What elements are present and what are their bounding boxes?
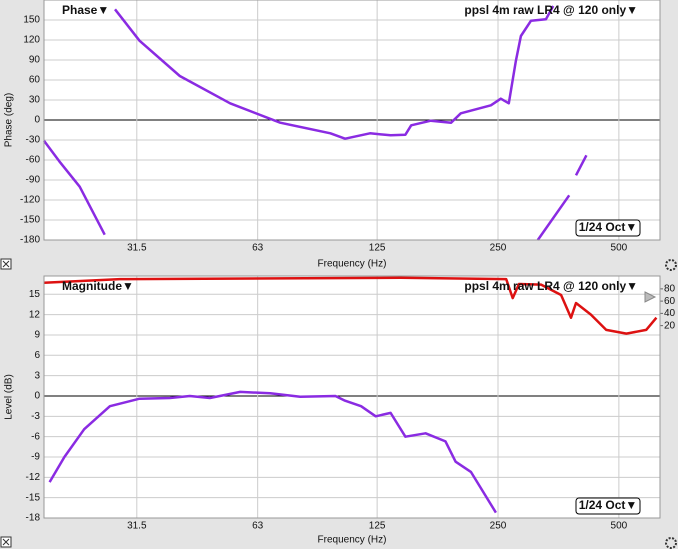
y-tick-label: -3 (31, 411, 40, 422)
x-axis-label: Frequency (Hz) (318, 259, 387, 270)
x-tick-label: 125 (369, 521, 386, 532)
chart-title[interactable]: Magnitude▼ (62, 279, 134, 293)
y-tick-label: -150 (20, 215, 40, 226)
data-line (42, 5, 588, 241)
y-tick-label: -9 (31, 452, 40, 463)
y-tick-label: -90 (26, 175, 41, 186)
x-tick-label: 125 (369, 243, 386, 254)
y-tick-label: -60 (26, 155, 41, 166)
y-tick-label: 120 (23, 35, 40, 46)
smoothing-box[interactable] (575, 219, 641, 237)
close-icon (2, 538, 10, 546)
y-tick-label: -180 (20, 235, 40, 246)
smoothing-box[interactable] (575, 497, 641, 515)
close-icon (2, 260, 10, 268)
y-tick-label: -30 (26, 135, 41, 146)
x-tick-label: 63 (252, 521, 264, 532)
y2-tick-label: 20 (664, 320, 676, 331)
measurement-name[interactable]: ppsl 4m raw LR4 @ 120 only▼ (464, 279, 638, 293)
smoothing-label[interactable]: 1/24 Oct▼ (579, 220, 638, 234)
y-axis-label: Level (dB) (4, 374, 15, 420)
y-tick-label: -120 (20, 195, 40, 206)
y-tick-label: -6 (31, 431, 40, 442)
x-tick-label: 31.5 (127, 243, 147, 254)
y-tick-label: 3 (34, 370, 40, 381)
y2-tick-label: 60 (664, 296, 676, 307)
y-tick-label: 150 (23, 15, 40, 26)
smoothing-label[interactable]: 1/24 Oct▼ (579, 498, 638, 512)
data-line (48, 390, 497, 514)
y-axis-label: Phase (deg) (4, 93, 15, 147)
x-axis-label: Frequency (Hz) (318, 535, 387, 546)
data-line (43, 276, 658, 335)
x-tick-label: 31.5 (127, 521, 147, 532)
x-tick-label: 250 (490, 521, 507, 532)
settings-button[interactable] (665, 537, 677, 549)
y-tick-label: 15 (29, 289, 41, 300)
y2-tick-label: 40 (664, 308, 676, 319)
x-tick-label: 63 (252, 243, 264, 254)
measurement-name[interactable]: ppsl 4m raw LR4 @ 120 only▼ (464, 3, 638, 17)
y-tick-label: -18 (26, 513, 41, 524)
y-tick-label: 90 (29, 55, 41, 66)
y-tick-label: 30 (29, 95, 41, 106)
plot-border (43, 0, 661, 241)
plot-border (43, 275, 661, 519)
chart-title[interactable]: Phase▼ (62, 3, 109, 17)
y-tick-label: -12 (26, 472, 41, 483)
marker (644, 291, 657, 303)
y-tick-label: 60 (29, 75, 41, 86)
y-tick-label: 0 (34, 115, 40, 126)
y-tick-label: 0 (34, 391, 40, 402)
y2-tick-label: 80 (664, 284, 676, 295)
y-tick-label: 9 (34, 330, 40, 341)
x-tick-label: 250 (490, 243, 507, 254)
y-tick-label: 6 (34, 350, 40, 361)
x-tick-label: 500 (611, 243, 628, 254)
y-tick-label: -15 (26, 492, 41, 503)
y-tick-label: 12 (29, 309, 41, 320)
x-tick-label: 500 (611, 521, 628, 532)
settings-button[interactable] (665, 259, 677, 271)
